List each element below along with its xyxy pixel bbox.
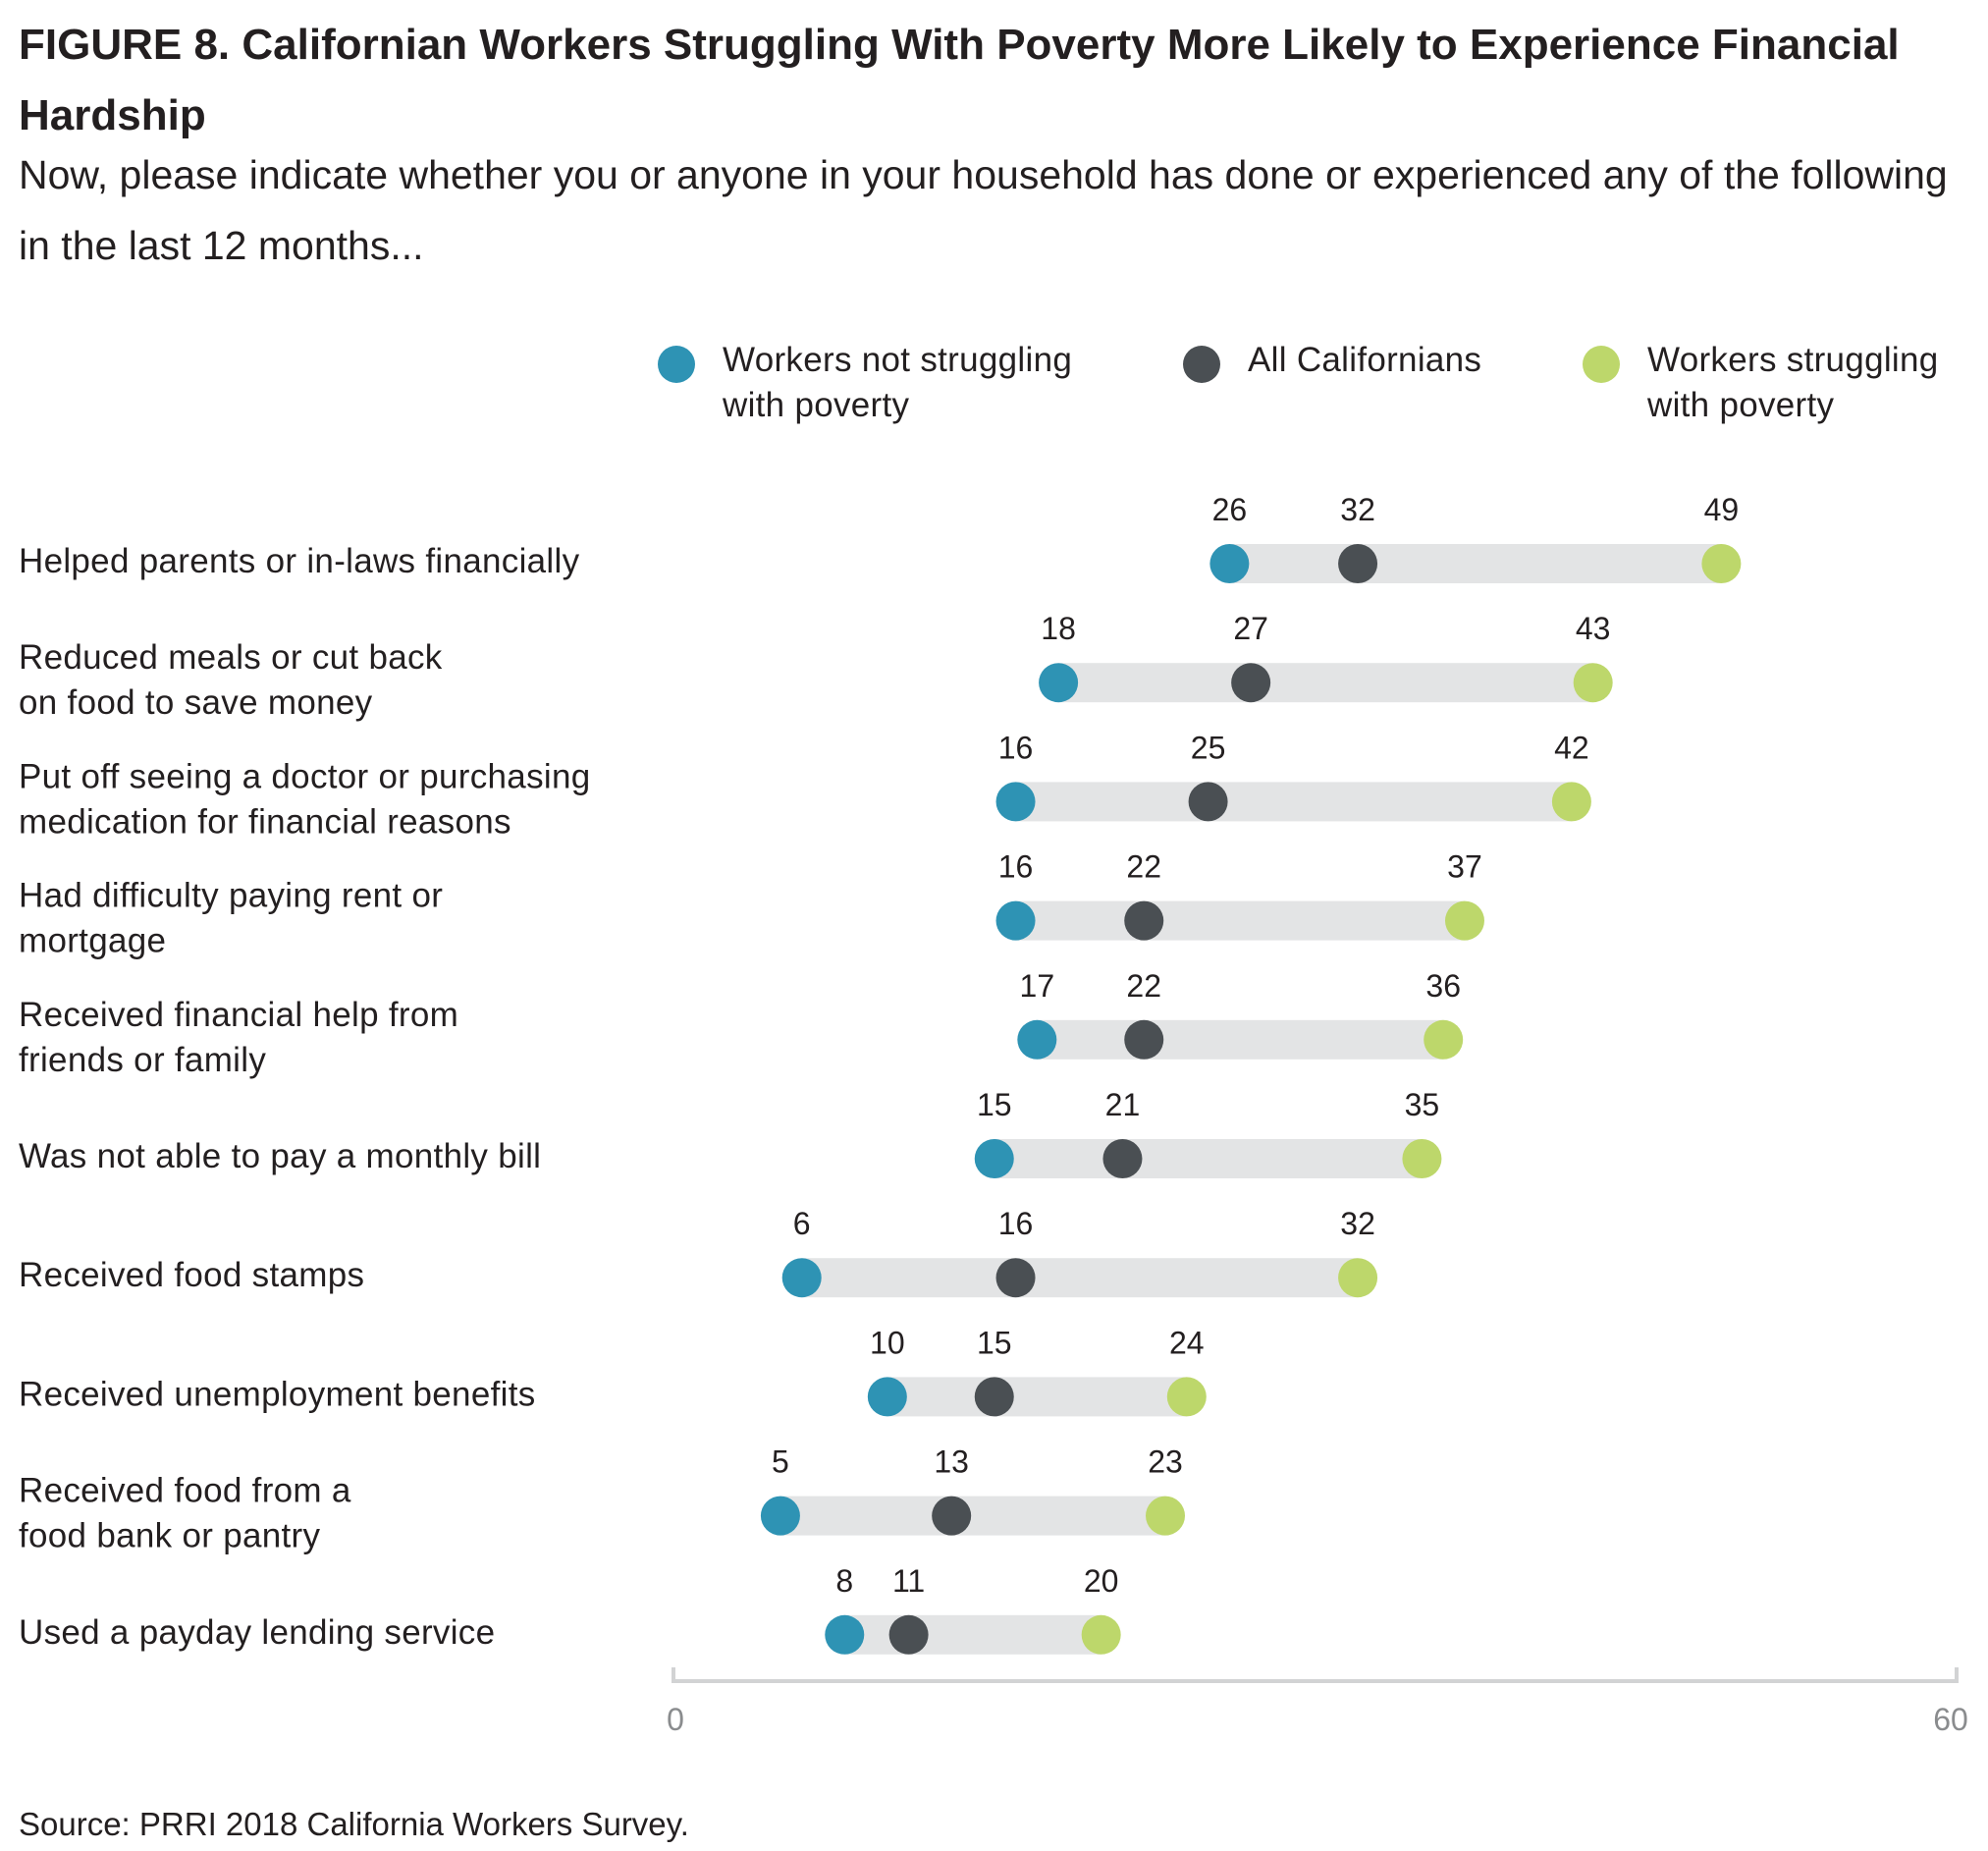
legend-label-struggling: Workers struggling with poverty bbox=[1647, 341, 1939, 424]
data-label-workers-not-struggling-with-poverty-3: 16 bbox=[998, 730, 1034, 765]
dot-workers-not-struggling-with-poverty-5 bbox=[1017, 1019, 1057, 1060]
dot-workers-struggling-with-poverty-8 bbox=[1166, 1377, 1207, 1417]
range-bar-9 bbox=[779, 1496, 1166, 1536]
data-label-all-californians-1: 32 bbox=[1340, 492, 1375, 527]
chart-title: FIGURE 8. Californian Workers Struggling… bbox=[19, 21, 1900, 139]
data-label-workers-struggling-with-poverty-2: 43 bbox=[1576, 611, 1611, 646]
data-label-workers-not-struggling-with-poverty-6: 15 bbox=[977, 1087, 1012, 1122]
range-bar-2 bbox=[1058, 663, 1593, 703]
x-tick-label-60: 60 bbox=[1933, 1702, 1968, 1737]
data-label-workers-not-struggling-with-poverty-1: 26 bbox=[1212, 492, 1248, 527]
dot-workers-not-struggling-with-poverty-10 bbox=[825, 1614, 865, 1655]
data-label-all-californians-4: 22 bbox=[1126, 849, 1161, 885]
category-label-6: Was not able to pay a monthly bill bbox=[19, 1137, 541, 1175]
data-label-workers-struggling-with-poverty-3: 42 bbox=[1554, 730, 1589, 765]
range-bar-8 bbox=[887, 1377, 1187, 1417]
category-label-9: Received food from a food bank or pantry bbox=[19, 1472, 351, 1555]
data-label-workers-struggling-with-poverty-10: 20 bbox=[1084, 1563, 1119, 1599]
range-bar-4 bbox=[1015, 900, 1465, 941]
data-label-all-californians-7: 16 bbox=[998, 1206, 1034, 1241]
data-label-all-californians-2: 27 bbox=[1233, 611, 1268, 646]
data-label-workers-struggling-with-poverty-8: 24 bbox=[1169, 1325, 1205, 1360]
legend-item-all-californians: All Californians bbox=[1183, 338, 1481, 383]
dot-all-californians-2 bbox=[1231, 663, 1271, 703]
category-label-3: Put off seeing a doctor or purchasing med… bbox=[19, 758, 590, 842]
range-bar-10 bbox=[844, 1614, 1101, 1655]
dot-workers-not-struggling-with-poverty-2 bbox=[1039, 663, 1079, 703]
legend-label-not-struggling: Workers not struggling with poverty bbox=[723, 341, 1073, 424]
data-label-all-californians-5: 22 bbox=[1126, 968, 1161, 1004]
chart-subtitle: Now, please indicate whether you or anyo… bbox=[19, 152, 1948, 268]
dot-workers-not-struggling-with-poverty-6 bbox=[974, 1139, 1014, 1178]
dot-all-californians-4 bbox=[1124, 900, 1164, 941]
dot-workers-struggling-with-poverty-7 bbox=[1338, 1258, 1378, 1298]
data-label-workers-struggling-with-poverty-4: 37 bbox=[1447, 849, 1482, 885]
data-label-workers-not-struggling-with-poverty-2: 18 bbox=[1041, 611, 1076, 646]
dot-all-californians-6 bbox=[1102, 1139, 1143, 1178]
data-label-workers-struggling-with-poverty-6: 35 bbox=[1405, 1087, 1440, 1122]
dot-workers-struggling-with-poverty-6 bbox=[1402, 1139, 1442, 1178]
data-label-workers-struggling-with-poverty-1: 49 bbox=[1704, 492, 1740, 527]
range-bar-5 bbox=[1037, 1019, 1444, 1060]
category-label-1: Helped parents or in-laws financially bbox=[19, 542, 580, 580]
legend-swatch-not-struggling bbox=[658, 346, 695, 383]
data-label-workers-struggling-with-poverty-7: 32 bbox=[1340, 1206, 1375, 1241]
dot-workers-struggling-with-poverty-1 bbox=[1701, 544, 1742, 583]
legend-item-not-struggling: Workers not struggling with poverty bbox=[658, 338, 1072, 428]
range-bar-7 bbox=[801, 1258, 1359, 1298]
range-bar-3 bbox=[1015, 782, 1572, 822]
legend-swatch-all-californians bbox=[1183, 346, 1220, 383]
dot-all-californians-9 bbox=[932, 1496, 972, 1536]
data-label-workers-not-struggling-with-poverty-8: 10 bbox=[870, 1325, 905, 1360]
dot-all-californians-1 bbox=[1338, 544, 1378, 583]
dot-workers-struggling-with-poverty-2 bbox=[1573, 663, 1613, 703]
dot-all-californians-5 bbox=[1124, 1019, 1164, 1060]
data-label-workers-not-struggling-with-poverty-4: 16 bbox=[998, 849, 1034, 885]
category-label-8: Received unemployment benefits bbox=[19, 1376, 536, 1414]
dot-workers-not-struggling-with-poverty-4 bbox=[995, 900, 1036, 941]
dot-workers-not-struggling-with-poverty-3 bbox=[995, 782, 1036, 822]
category-label-4: Had difficulty paying rent or mortgage bbox=[19, 877, 443, 960]
dot-workers-not-struggling-with-poverty-7 bbox=[781, 1258, 822, 1298]
category-label-10: Used a payday lending service bbox=[19, 1613, 495, 1652]
dot-workers-not-struggling-with-poverty-8 bbox=[867, 1377, 907, 1417]
dot-all-californians-3 bbox=[1188, 782, 1228, 822]
dot-all-californians-10 bbox=[888, 1614, 929, 1655]
category-label-2: Reduced meals or cut back on food to save… bbox=[19, 638, 443, 722]
dot-workers-struggling-with-poverty-10 bbox=[1081, 1614, 1121, 1655]
data-label-workers-struggling-with-poverty-5: 36 bbox=[1425, 968, 1461, 1004]
dot-all-californians-7 bbox=[995, 1258, 1036, 1298]
dot-workers-struggling-with-poverty-3 bbox=[1551, 782, 1591, 822]
dot-workers-struggling-with-poverty-5 bbox=[1424, 1019, 1464, 1060]
data-label-workers-not-struggling-with-poverty-7: 6 bbox=[793, 1206, 811, 1241]
data-label-all-californians-8: 15 bbox=[977, 1325, 1012, 1360]
dot-workers-not-struggling-with-poverty-9 bbox=[760, 1496, 800, 1536]
data-label-all-californians-9: 13 bbox=[934, 1444, 969, 1480]
data-label-workers-not-struggling-with-poverty-10: 8 bbox=[835, 1563, 853, 1599]
category-label-5: Received financial help from friends or f… bbox=[19, 996, 458, 1079]
legend-item-struggling: Workers struggling with poverty bbox=[1583, 338, 1939, 428]
data-label-workers-not-struggling-with-poverty-5: 17 bbox=[1020, 968, 1055, 1004]
dot-all-californians-8 bbox=[974, 1377, 1014, 1417]
legend-swatch-struggling bbox=[1583, 346, 1620, 383]
x-tick-label-0: 0 bbox=[667, 1702, 684, 1737]
dot-workers-not-struggling-with-poverty-1 bbox=[1209, 544, 1250, 583]
data-label-workers-not-struggling-with-poverty-9: 5 bbox=[772, 1444, 789, 1480]
data-label-all-californians-6: 21 bbox=[1105, 1087, 1141, 1122]
range-bar-1 bbox=[1229, 544, 1722, 583]
data-label-workers-struggling-with-poverty-9: 23 bbox=[1148, 1444, 1183, 1480]
range-bar-6 bbox=[994, 1139, 1423, 1178]
data-label-all-californians-10: 11 bbox=[892, 1563, 925, 1599]
source-note: Source: PRRI 2018 California Workers Sur… bbox=[19, 1806, 689, 1842]
category-label-7: Received food stamps bbox=[19, 1256, 364, 1294]
dot-workers-struggling-with-poverty-9 bbox=[1146, 1496, 1186, 1536]
dot-workers-struggling-with-poverty-4 bbox=[1444, 900, 1484, 941]
legend-label-all-californians: All Californians bbox=[1248, 341, 1482, 379]
data-label-all-californians-3: 25 bbox=[1191, 730, 1226, 765]
